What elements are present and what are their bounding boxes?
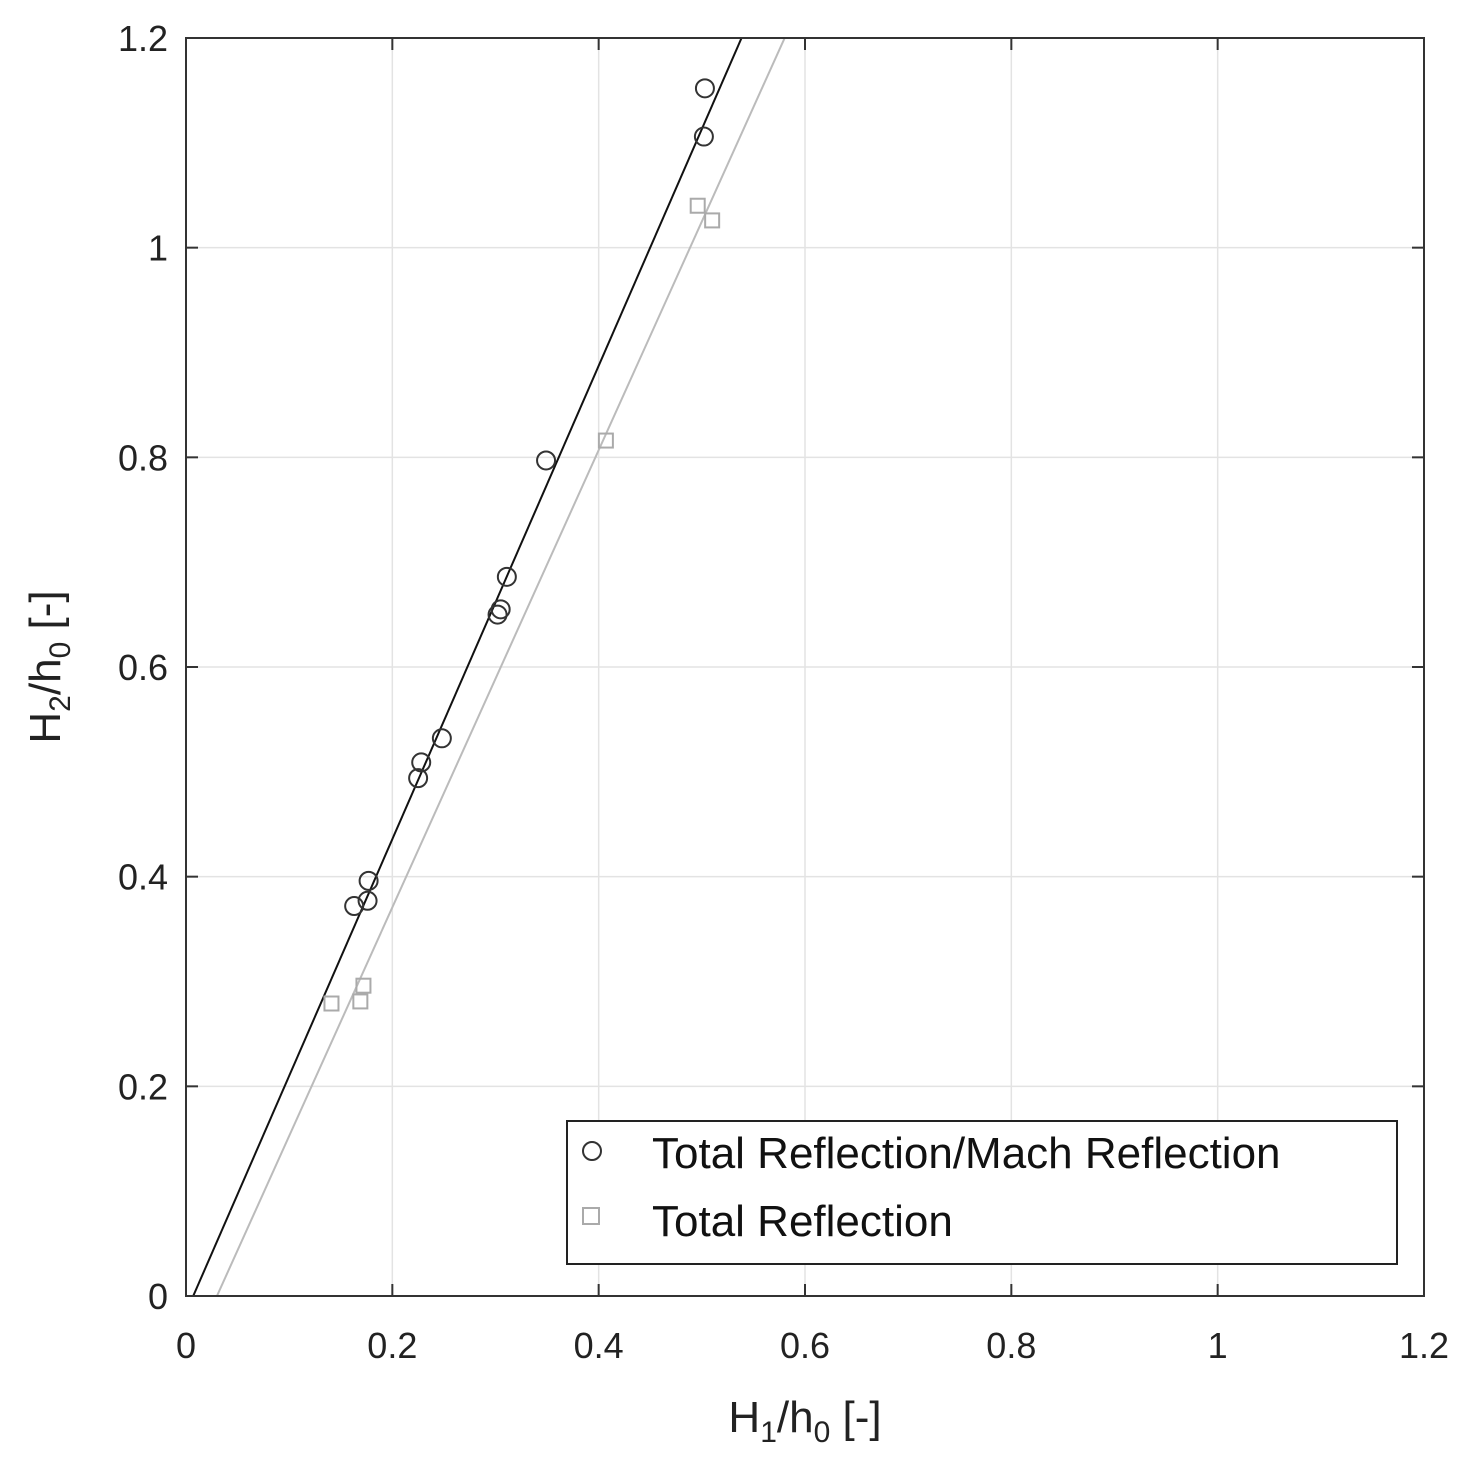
data-point-square — [597, 432, 614, 449]
fit-line-series-2 — [216, 38, 786, 1296]
legend: Total Reflection/Mach Reflection Total R… — [566, 1120, 1398, 1265]
data-point-circle — [487, 604, 508, 625]
data-points — [323, 78, 721, 1012]
data-point-circle — [536, 450, 557, 471]
tick-labels: 0 0.2 0.4 0.6 0.8 1 1.2 0 0.2 0.4 0.6 0.8 1 1.2 — [118, 18, 1449, 1366]
y-tick-label: 0 — [148, 1276, 168, 1317]
y-tick-label: 0.8 — [118, 437, 168, 478]
data-point-circle — [490, 599, 511, 620]
x-tick-label: 0.2 — [367, 1325, 417, 1366]
fit-lines — [192, 38, 786, 1296]
data-point-circle — [357, 890, 378, 911]
x-tick-label: 0.6 — [780, 1325, 830, 1366]
x-axis-label: H1/h0 [-] — [728, 1393, 881, 1449]
x-tick-label: 0 — [176, 1325, 196, 1366]
x-tick-label: 0.8 — [986, 1325, 1036, 1366]
data-point-square — [704, 212, 721, 229]
x-tick-label: 1 — [1208, 1325, 1228, 1366]
legend-box — [566, 1120, 1398, 1265]
x-tick-label: 0.4 — [574, 1325, 624, 1366]
legend-label-series-2: Total Reflection — [652, 1197, 953, 1246]
legend-square-marker — [582, 1207, 600, 1225]
legend-label-series-1: Total Reflection/Mach Reflection — [652, 1129, 1281, 1178]
fit-line-series-1 — [192, 38, 743, 1296]
y-tick-label: 1 — [148, 228, 168, 269]
y-tick-label: 0.4 — [118, 857, 168, 898]
data-point-circle — [496, 566, 517, 587]
x-tick-label: 1.2 — [1399, 1325, 1449, 1366]
y-tick-label: 1.2 — [118, 18, 168, 59]
data-point-circle — [411, 752, 432, 773]
data-point-square — [689, 197, 706, 214]
y-tick-label: 0.2 — [118, 1066, 168, 1107]
data-point-circle — [693, 126, 714, 147]
data-point-circle — [431, 728, 452, 749]
y-tick-label: 0.6 — [118, 647, 168, 688]
data-point-circle — [344, 896, 365, 917]
data-point-square — [355, 977, 372, 994]
y-axis-label: H2/h0 [-] — [21, 590, 77, 743]
data-point-circle — [408, 768, 429, 789]
data-point-square — [352, 993, 369, 1010]
legend-circle-marker — [582, 1141, 602, 1161]
data-point-circle — [358, 870, 379, 891]
data-point-square — [323, 995, 340, 1012]
data-point-circle — [694, 78, 715, 99]
ticks — [185, 37, 1425, 1297]
